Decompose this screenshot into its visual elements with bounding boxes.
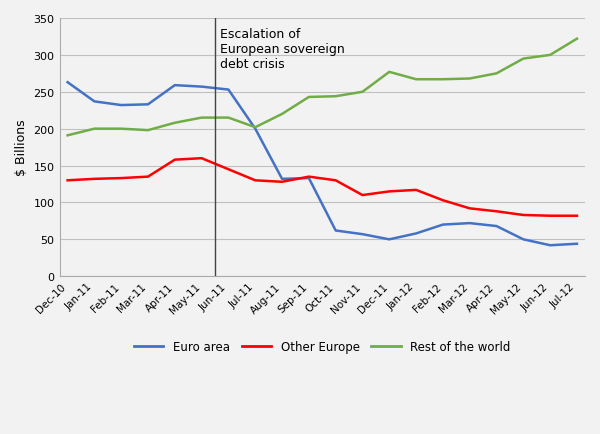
Text: Escalation of
European sovereign
debt crisis: Escalation of European sovereign debt cr… — [220, 28, 345, 71]
Y-axis label: $ Billions: $ Billions — [15, 119, 28, 176]
Legend: Euro area, Other Europe, Rest of the world: Euro area, Other Europe, Rest of the wor… — [129, 336, 515, 358]
